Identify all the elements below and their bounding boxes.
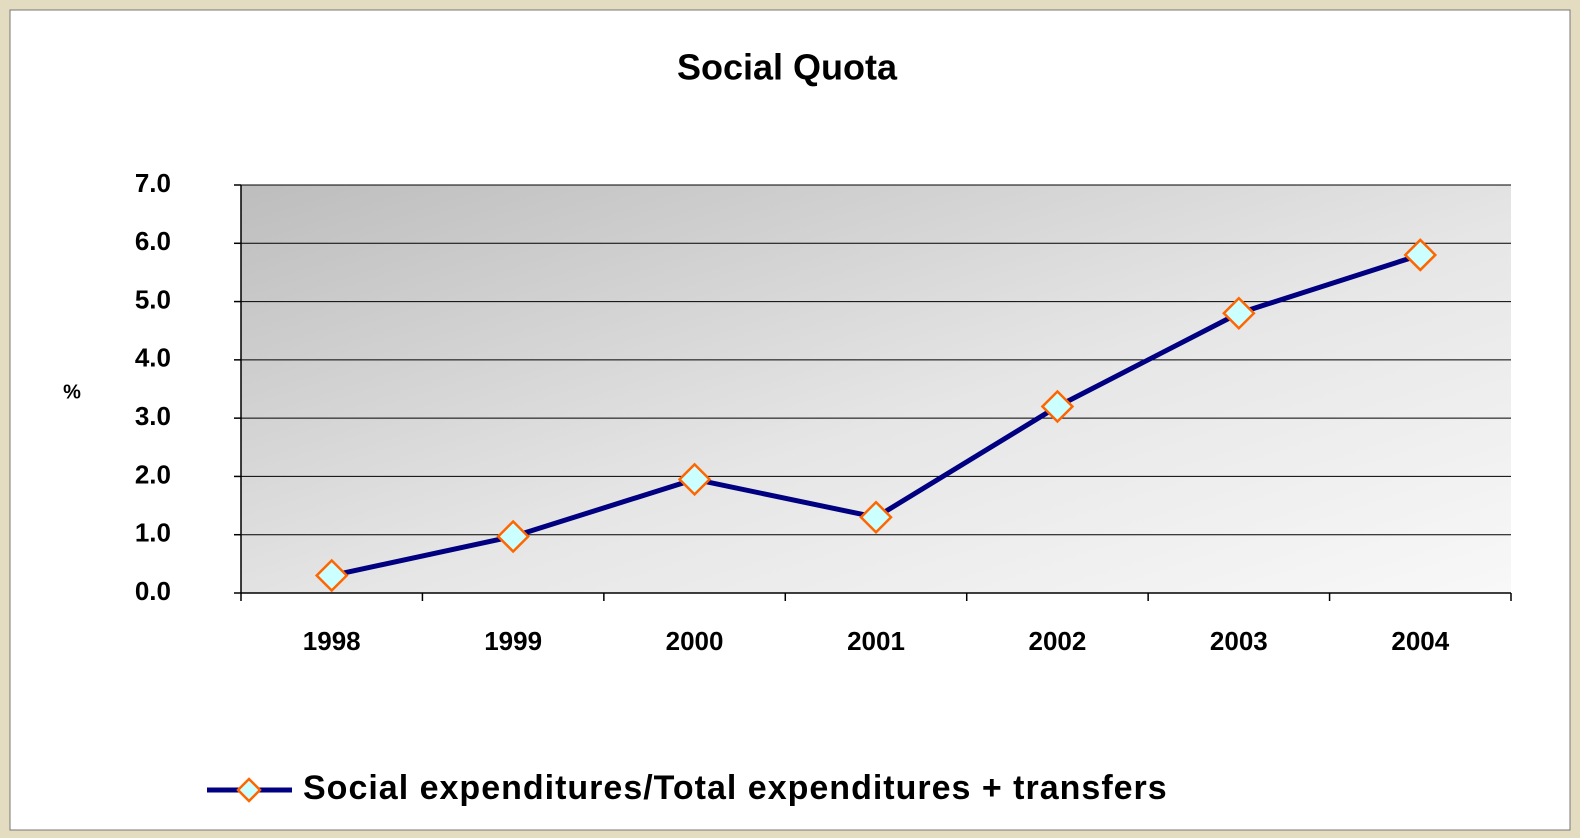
marker: [1040, 389, 1075, 424]
x-tick-label: 2001: [847, 626, 905, 656]
marker: [677, 462, 712, 497]
y-tick-label: 6.0: [135, 226, 171, 256]
marker: [1403, 238, 1438, 272]
x-tick-label: 1998: [303, 626, 361, 656]
legend-marker: [236, 777, 262, 803]
y-tick-label: 1.0: [135, 518, 171, 548]
y-axis-label: %: [63, 381, 81, 403]
marker: [859, 500, 893, 534]
y-tick-label: 7.0: [135, 168, 171, 198]
marker: [1222, 296, 1256, 330]
legend-label: Social expenditures/Total expenditures +…: [303, 769, 1168, 807]
x-tick-label: 2004: [1391, 626, 1449, 656]
y-tick-label: 4.0: [135, 343, 171, 373]
marker: [496, 519, 530, 554]
y-tick-label: 3.0: [135, 401, 171, 431]
chart-title: Social Quota: [677, 47, 898, 88]
x-tick-label: 1999: [484, 626, 542, 656]
y-tick-label: 5.0: [135, 284, 171, 314]
y-tick-label: 0.0: [135, 576, 171, 606]
x-tick-label: 2000: [666, 626, 724, 656]
x-tick-label: 2002: [1029, 626, 1087, 656]
y-tick-label: 2.0: [135, 459, 171, 489]
x-tick-label: 2003: [1210, 626, 1268, 656]
marker: [314, 558, 349, 593]
